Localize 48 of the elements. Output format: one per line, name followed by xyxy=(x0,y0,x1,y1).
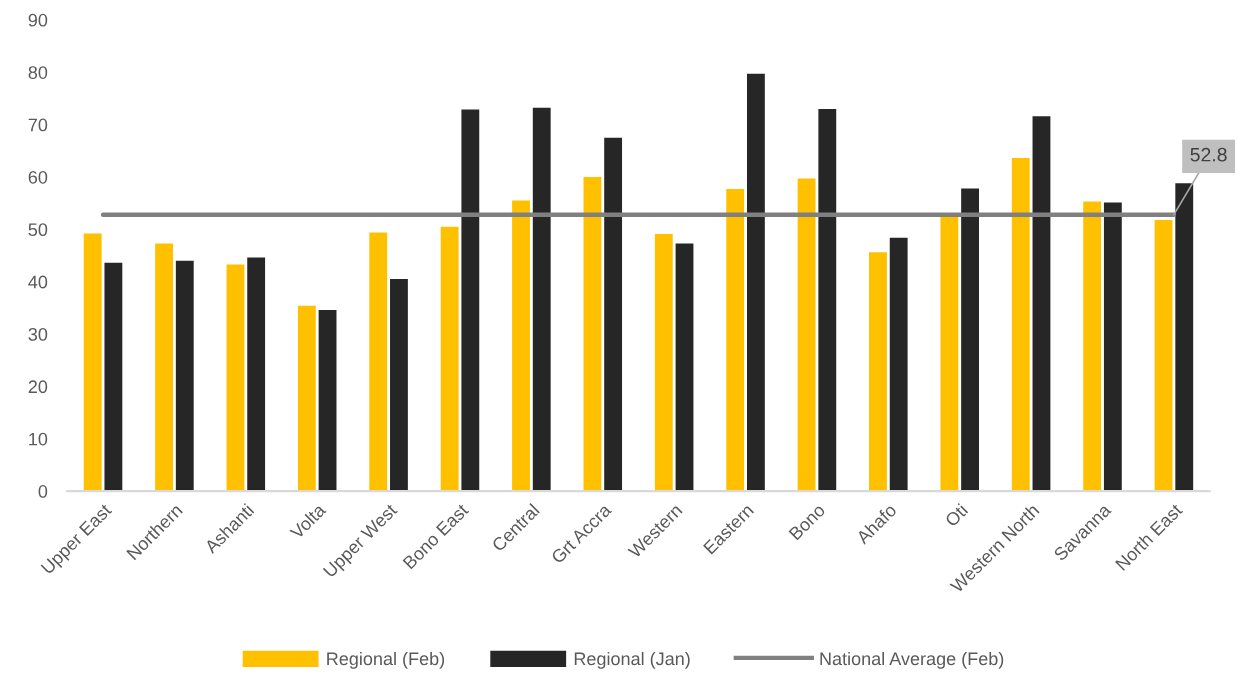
bar xyxy=(104,262,123,492)
bar xyxy=(1103,202,1122,492)
bar xyxy=(175,260,194,492)
bar xyxy=(583,176,602,492)
y-tick-label: 30 xyxy=(28,327,48,341)
bar xyxy=(746,73,765,492)
bar xyxy=(318,309,337,492)
y-tick-label: 80 xyxy=(28,66,48,79)
bar xyxy=(247,257,266,492)
bar xyxy=(1175,183,1194,492)
bar xyxy=(889,237,908,492)
bar xyxy=(369,232,388,492)
bar xyxy=(1032,116,1051,492)
bar xyxy=(818,108,837,492)
bar xyxy=(726,189,745,492)
x-tick-label: Oti xyxy=(944,503,969,528)
y-tick-label: 70 xyxy=(28,118,48,132)
bar xyxy=(461,109,480,492)
x-tick-label: Volta xyxy=(288,502,327,540)
bar xyxy=(675,243,694,492)
bar xyxy=(1083,201,1102,492)
bar xyxy=(869,252,887,492)
legend-label: Regional (Feb) xyxy=(327,651,445,669)
bar xyxy=(940,215,959,492)
y-tick-label: 90 xyxy=(28,13,48,27)
y-tick-label: 10 xyxy=(29,432,48,446)
y-tick-label: 40 xyxy=(28,275,48,289)
legend-label: National Average (Feb) xyxy=(820,651,1004,669)
legend-label: Regional (Jan) xyxy=(574,651,690,669)
y-tick-label: 20 xyxy=(28,380,48,394)
bar xyxy=(1011,158,1030,492)
bar xyxy=(532,107,551,492)
y-tick-label: 50 xyxy=(28,223,48,237)
y-tick-label: 0 xyxy=(38,485,48,498)
bar xyxy=(390,279,408,492)
y-tick-label: 60 xyxy=(28,170,48,184)
bar xyxy=(155,243,173,492)
bar xyxy=(604,137,623,492)
bar xyxy=(297,305,316,492)
bar xyxy=(440,226,459,492)
bar xyxy=(1154,219,1173,492)
bar xyxy=(83,233,102,492)
bar xyxy=(961,188,979,492)
bar xyxy=(797,178,816,492)
data-label: 52.8 xyxy=(1190,147,1227,162)
bar xyxy=(226,264,245,492)
bar xyxy=(654,234,673,492)
bar xyxy=(512,200,530,492)
